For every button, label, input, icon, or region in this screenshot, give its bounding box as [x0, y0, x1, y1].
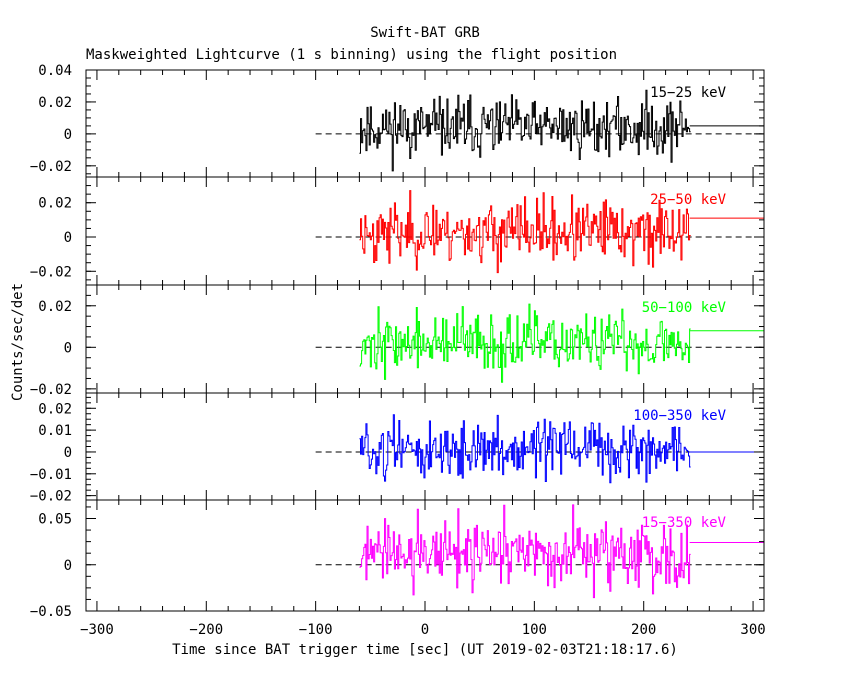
panel-4: 100−350 keV −0.02 −0.01 0 0.01 0.02: [30, 392, 765, 505]
y-tick-label: 0.05: [38, 512, 72, 528]
panel-2: 25−50 keV −0.02 0 0.02: [30, 176, 765, 286]
lightcurve-series: [359, 414, 691, 484]
y-tick-label: 0: [64, 445, 72, 461]
x-tick-label: −300: [80, 622, 114, 638]
band-label: 15−25 keV: [650, 85, 726, 101]
chart-subtitle: Maskweighted Lightcurve (1 s binning) us…: [86, 47, 617, 63]
x-tick-label: −200: [189, 622, 223, 638]
panel-5: 15−350 keV −0.05 0 0.05: [30, 499, 765, 620]
y-tick-label: 0.02: [38, 196, 72, 212]
y-tick-label: 0.02: [38, 95, 72, 111]
chart-title: Swift-BAT GRB: [370, 25, 480, 41]
y-tick-label: −0.01: [30, 467, 72, 483]
y-tick-label: −0.02: [30, 382, 72, 398]
x-axis-label: Time since BAT trigger time [sec] (UT 20…: [172, 642, 678, 658]
lightcurve-series: [359, 190, 691, 274]
y-tick-label: 0.04: [38, 63, 72, 79]
x-tick-label: 200: [631, 622, 656, 638]
x-tick-label: 100: [522, 622, 547, 638]
y-tick-label: −0.02: [30, 159, 72, 175]
y-tick-label: 0: [64, 558, 72, 574]
y-tick-label: −0.02: [30, 489, 72, 505]
panel-3: 50−100 keV −0.02 0 0.02: [30, 284, 765, 398]
y-axis-label: Counts/sec/det: [10, 283, 26, 401]
y-tick-label: 0.02: [38, 401, 72, 417]
y-tick-label: 0: [64, 340, 72, 356]
panel-1: 15−25 keV −0.02 0 0.02 0.04: [30, 63, 765, 178]
lightcurve-series: [359, 303, 691, 383]
x-tick-label: 0: [421, 622, 429, 638]
band-label: 100−350 keV: [633, 408, 726, 424]
y-tick-label: −0.02: [30, 264, 72, 280]
lightcurve-series: [359, 89, 691, 172]
x-tick-label: 300: [740, 622, 765, 638]
y-tick-label: 0.02: [38, 299, 72, 315]
panels-group: 15−25 keV −0.02 0 0.02 0.04 25−50 keV −0.02 0 0.…: [30, 63, 766, 638]
x-tick-label: −100: [299, 622, 333, 638]
y-tick-label: 0: [64, 230, 72, 246]
y-tick-label: −0.05: [30, 604, 72, 620]
band-label: 50−100 keV: [642, 300, 727, 316]
y-tick-label: 0.01: [38, 423, 72, 439]
band-label: 15−350 keV: [642, 515, 727, 531]
lightcurve-series: [359, 504, 691, 599]
y-tick-label: 0: [64, 127, 72, 143]
band-label: 25−50 keV: [650, 192, 726, 208]
